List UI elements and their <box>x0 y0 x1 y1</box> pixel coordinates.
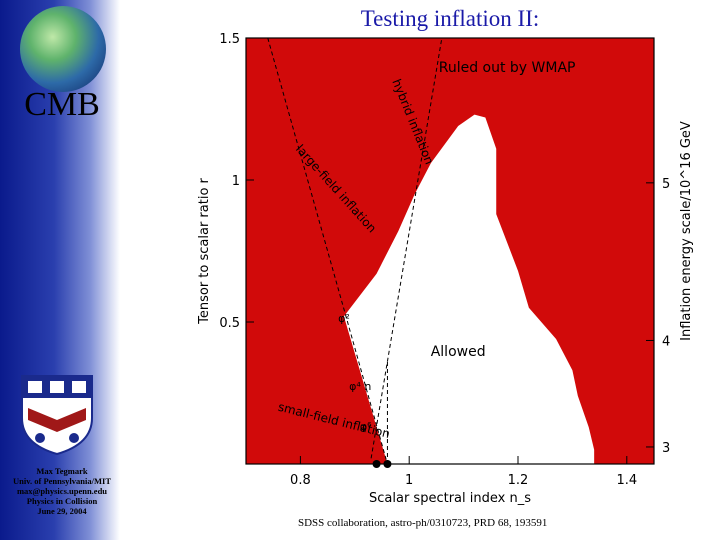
y-axis-label: Tensor to scalar ratio r <box>197 177 212 324</box>
right-axis-label: Inflation energy scale/10^16 GeV <box>679 121 694 341</box>
data-marker <box>372 460 381 468</box>
x-tick-label: 1 <box>405 473 413 488</box>
model-line <box>267 37 388 465</box>
x-tick-label: 0.8 <box>290 473 311 488</box>
annotation-label: φ⁶ <box>360 420 372 433</box>
cmb-sky-map-icon <box>20 6 106 92</box>
penn-crest-icon <box>21 375 93 456</box>
sidebar-title: CMB <box>24 86 100 123</box>
model-line <box>370 37 443 459</box>
allowed-label: Allowed <box>431 344 486 360</box>
x-tick-label: 1.2 <box>508 473 529 488</box>
credit-line: Physics in Collision <box>26 496 98 506</box>
credit-line: June 29, 2004 <box>37 506 87 516</box>
credits: Max Tegmark Univ. of Pennsylvania/MIT ma… <box>0 466 124 516</box>
footer-citation: SDSS collaboration, astro-ph/0310723, PR… <box>298 517 548 529</box>
slide-title: Testing inflation II: <box>360 6 540 31</box>
y-tick-label: 1 <box>232 174 240 189</box>
excluded-label: Ruled out by WMAP <box>439 60 576 76</box>
credit-line: max@physics.upenn.edu <box>16 486 108 496</box>
plot-frame <box>245 37 655 465</box>
y-tick-label: 0.5 <box>219 316 240 331</box>
credit-line: Max Tegmark <box>36 466 88 476</box>
right-tick-label: 3 <box>662 441 670 456</box>
data-marker <box>383 460 392 468</box>
x-tick-label: 1.4 <box>616 473 637 488</box>
y-tick-label: 1.5 <box>219 32 240 47</box>
annotation-label: φ² <box>338 312 350 325</box>
allowed-region <box>343 114 595 465</box>
right-tick-label: 5 <box>662 177 670 192</box>
inflation-constraint-chart: 0.8 1 1.2 1.4 0.5 1 1.5 3 4 5 Scalar spectral inde… <box>197 32 694 506</box>
sidebar: CMB Max Tegmark Univ. of Pennsylvania/MI… <box>0 0 120 540</box>
right-tick-label: 4 <box>662 334 670 349</box>
annotation-label: φ⁴ n <box>349 380 371 393</box>
credit-line: Univ. of Pennsylvania/MIT <box>12 476 111 486</box>
x-axis-label: Scalar spectral index n_s <box>369 491 531 506</box>
